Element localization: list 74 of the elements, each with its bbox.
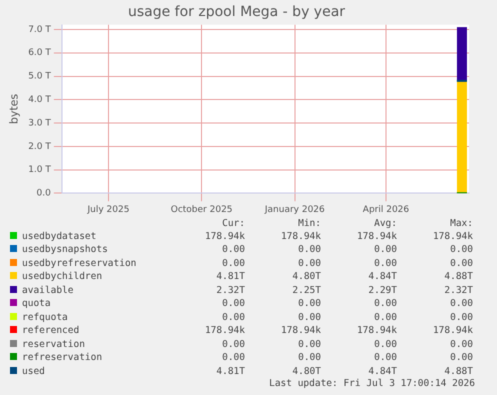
y-tick-label: 1.0 T xyxy=(28,165,52,176)
text: 0.00 xyxy=(373,243,398,256)
text: 0.00 xyxy=(373,351,398,364)
text: 0.00 xyxy=(449,310,474,324)
text: Last update: Fri Jul 3 17:00:14 2026 xyxy=(268,378,476,389)
text: 178.94k xyxy=(432,324,474,338)
text: 0.00 xyxy=(449,243,474,256)
text: 0.00 xyxy=(297,351,322,364)
text: 0.00 xyxy=(297,243,322,256)
legend-label: available xyxy=(21,284,74,297)
legend-label: usedbysnapshots xyxy=(21,243,109,256)
legend-label: usedbydataset xyxy=(21,230,98,243)
y-axis-title: bytes xyxy=(7,94,20,124)
chart-title: usage for zpool Mega - by year xyxy=(128,4,346,20)
y-tick-label: 5.0 T xyxy=(28,72,52,82)
y-tick-label: 2.0 T xyxy=(28,142,52,152)
text: 178.94k xyxy=(204,324,246,338)
text: 178.94k xyxy=(280,324,322,338)
x-tick-label: April 2026 xyxy=(362,204,410,215)
text: 0.00 xyxy=(297,297,322,310)
text: 0.00 xyxy=(449,338,474,351)
text: 0.00 xyxy=(373,338,398,351)
text: 2.29T xyxy=(367,284,398,297)
text: 0.00 xyxy=(297,256,322,270)
text: 0.00 xyxy=(373,310,398,324)
text: 4.81T xyxy=(215,270,246,284)
text: 0.00 xyxy=(221,310,246,324)
text: Min: xyxy=(297,218,322,230)
y-tick-label: 6.0 T xyxy=(28,48,52,58)
y-tick-label: 4.0 T xyxy=(28,94,52,105)
text: 178.94k xyxy=(280,230,322,243)
text: 4.80T xyxy=(291,364,322,378)
text: 0.00 xyxy=(373,297,398,310)
legend-label: quota xyxy=(21,297,52,310)
y-tick-label: 0.0 xyxy=(36,188,52,199)
text: Avg: xyxy=(373,218,398,230)
text: 0.00 xyxy=(221,297,246,310)
legend-label: usedbyrefreservation xyxy=(21,256,138,270)
text: 178.94k xyxy=(356,230,398,243)
legend-label: refreservation xyxy=(21,351,104,364)
y-tick-label: 3.0 T xyxy=(28,118,52,128)
text: 178.94k xyxy=(356,324,398,338)
text: 4.88T xyxy=(443,364,474,378)
text: 4.84T xyxy=(367,270,398,284)
text: Cur: xyxy=(221,218,246,230)
text: 2.32T xyxy=(215,284,246,297)
text: 178.94k xyxy=(432,230,474,243)
y-tick-label: 7.0 T xyxy=(28,24,52,35)
legend-label: refquota xyxy=(21,310,69,324)
text: 0.00 xyxy=(297,310,322,324)
x-tick-label: January 2026 xyxy=(264,204,326,215)
text: 0.00 xyxy=(221,351,246,364)
text: 0.00 xyxy=(221,338,246,351)
legend-label: reservation xyxy=(21,338,86,351)
text: 0.00 xyxy=(449,297,474,310)
text: Max: xyxy=(449,218,474,230)
text: 2.32T xyxy=(443,284,474,297)
text: 0.00 xyxy=(221,243,246,256)
legend-label: referenced xyxy=(21,324,80,338)
text: 178.94k xyxy=(204,230,246,243)
text: 4.81T xyxy=(215,364,246,378)
text: 4.88T xyxy=(443,270,474,284)
x-tick-label: October 2025 xyxy=(170,204,233,215)
text: 0.00 xyxy=(297,338,322,351)
text: 0.00 xyxy=(449,351,474,364)
legend-label: used xyxy=(21,364,46,378)
legend-label: usedbychildren xyxy=(21,270,104,284)
text: 0.00 xyxy=(221,256,246,270)
text: 4.80T xyxy=(291,270,322,284)
text: 0.00 xyxy=(373,256,398,270)
x-tick-label: July 2025 xyxy=(86,204,130,215)
text: 2.25T xyxy=(291,284,322,297)
text: 4.84T xyxy=(367,364,398,378)
text: 0.00 xyxy=(449,256,474,270)
